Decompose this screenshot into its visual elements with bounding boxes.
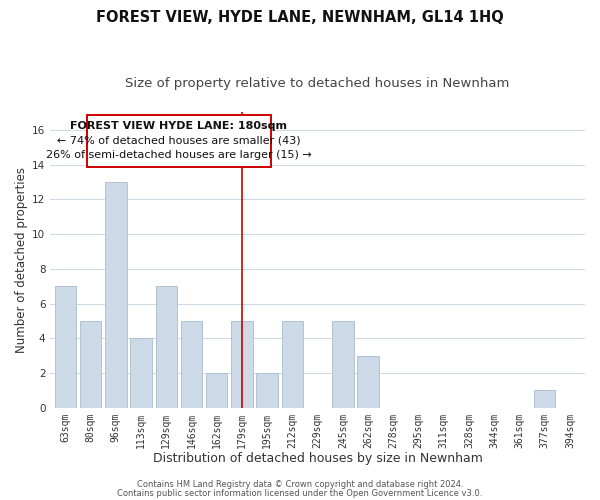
- Bar: [534, 390, 556, 407]
- Bar: [181, 321, 202, 408]
- X-axis label: Distribution of detached houses by size in Newnham: Distribution of detached houses by size …: [153, 452, 482, 465]
- Bar: [358, 356, 379, 408]
- Title: Size of property relative to detached houses in Newnham: Size of property relative to detached ho…: [125, 78, 510, 90]
- Text: FOREST VIEW HYDE LANE: 180sqm: FOREST VIEW HYDE LANE: 180sqm: [70, 122, 287, 132]
- Y-axis label: Number of detached properties: Number of detached properties: [15, 167, 28, 353]
- Text: Contains HM Land Registry data © Crown copyright and database right 2024.: Contains HM Land Registry data © Crown c…: [137, 480, 463, 489]
- Bar: [281, 321, 303, 408]
- Bar: [231, 321, 253, 408]
- Bar: [130, 338, 152, 407]
- Text: 26% of semi-detached houses are larger (15) →: 26% of semi-detached houses are larger (…: [46, 150, 312, 160]
- Bar: [332, 321, 353, 408]
- Bar: [206, 373, 227, 408]
- Bar: [256, 373, 278, 408]
- Text: Contains public sector information licensed under the Open Government Licence v3: Contains public sector information licen…: [118, 488, 482, 498]
- Text: ← 74% of detached houses are smaller (43): ← 74% of detached houses are smaller (43…: [57, 136, 301, 145]
- Bar: [55, 286, 76, 408]
- Bar: [105, 182, 127, 408]
- FancyBboxPatch shape: [87, 115, 271, 167]
- Bar: [155, 286, 177, 408]
- Bar: [80, 321, 101, 408]
- Text: FOREST VIEW, HYDE LANE, NEWNHAM, GL14 1HQ: FOREST VIEW, HYDE LANE, NEWNHAM, GL14 1H…: [96, 10, 504, 25]
